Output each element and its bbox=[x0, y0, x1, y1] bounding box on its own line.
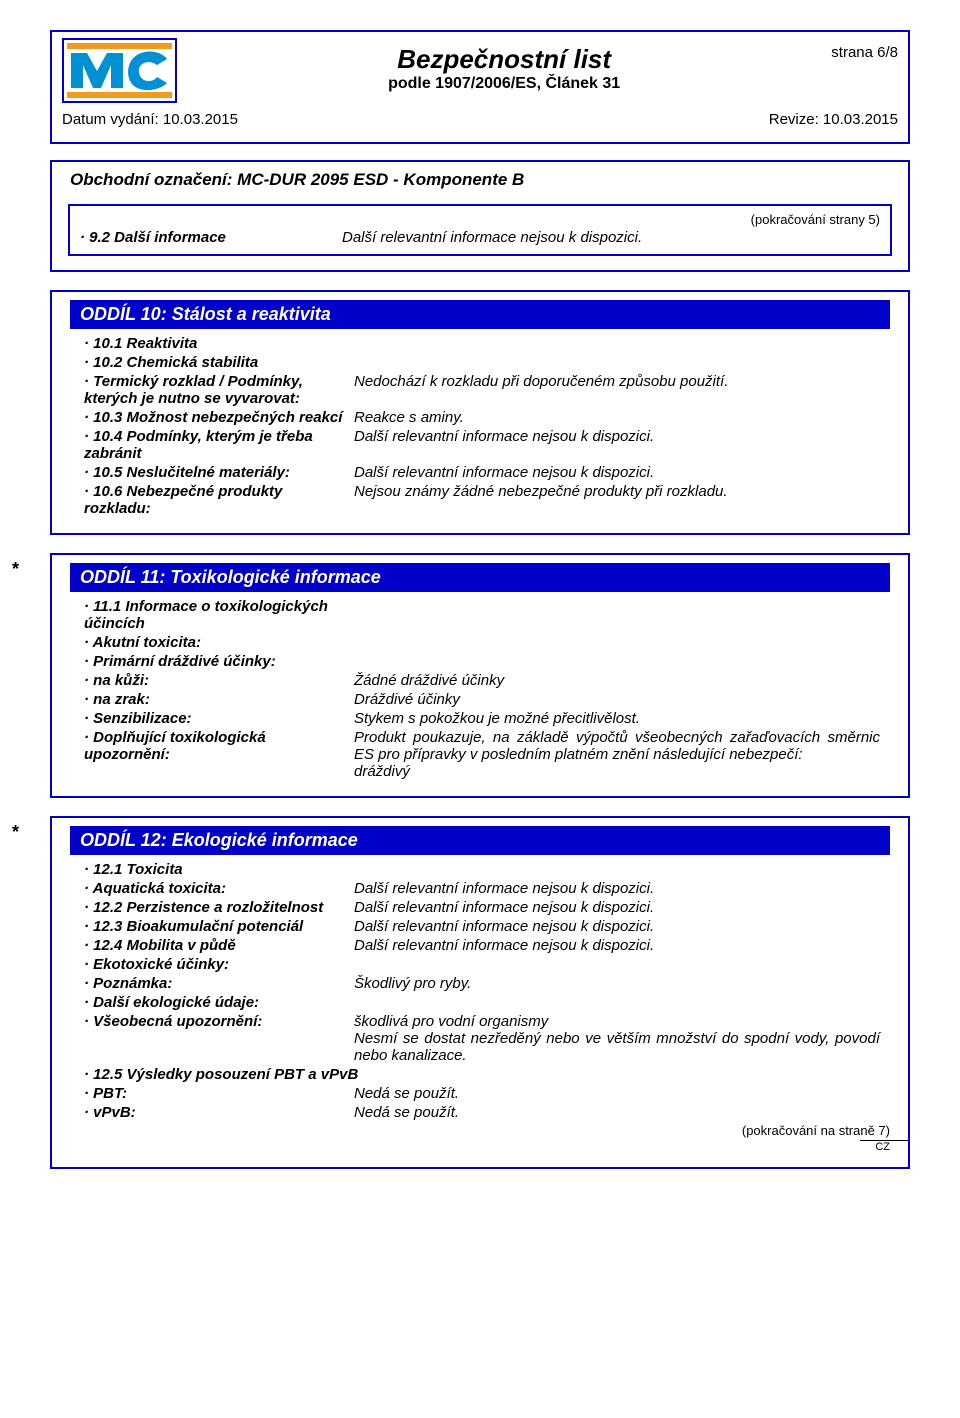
sec11-header: ODDÍL 11: Toxikologické informace bbox=[70, 563, 890, 592]
s12-v10: Nedá se použít. bbox=[354, 1085, 880, 1102]
title-column: Bezpečnostní list podle 1907/2006/ES, Čl… bbox=[177, 38, 831, 93]
sec10-header: ODDÍL 10: Stálost a reaktivita bbox=[70, 300, 890, 329]
sec10-box: ODDÍL 10: Stálost a reaktivita · 10.1 Re… bbox=[50, 290, 910, 535]
sec12-box: ODDÍL 12: Ekologické informace · 12.1 To… bbox=[50, 816, 910, 1169]
issue-date: Datum vydání: 10.03.2015 bbox=[62, 111, 238, 128]
s11-v2 bbox=[354, 653, 880, 670]
s11-k2: · Primární dráždivé účinky: bbox=[84, 653, 354, 670]
s10-k6: · 10.6 Nebezpečné produkty rozkladu: bbox=[84, 483, 354, 517]
revision-date: Revize: 10.03.2015 bbox=[769, 111, 898, 128]
cz-marker: CZ bbox=[860, 1140, 908, 1153]
s11-k3: · na kůži: bbox=[84, 672, 354, 689]
s12-k10: · PBT: bbox=[84, 1085, 354, 1102]
s11-k1: · Akutní toxicita: bbox=[84, 634, 354, 651]
dates-row: Datum vydání: 10.03.2015 Revize: 10.03.2… bbox=[62, 111, 898, 128]
s10-k0: · 10.1 Reaktivita bbox=[84, 335, 354, 352]
s11-v0 bbox=[354, 598, 880, 632]
mc-logo bbox=[67, 43, 172, 98]
s11-v6: Produkt poukazuje, na základě výpočtů vš… bbox=[354, 729, 880, 780]
s11-v3: Žádné dráždivé účinky bbox=[354, 672, 880, 689]
s10-k1: · 10.2 Chemická stabilita bbox=[84, 354, 354, 371]
s10-v0 bbox=[354, 335, 880, 352]
s10-v6: Nejsou známy žádné nebezpečné produkty p… bbox=[354, 483, 880, 517]
header-block: Bezpečnostní list podle 1907/2006/ES, Čl… bbox=[50, 30, 910, 144]
logo-frame bbox=[62, 38, 177, 103]
s12-k2: · 12.2 Perzistence a rozložitelnost bbox=[84, 899, 354, 916]
s10-k5: · 10.5 Neslučitelné materiály: bbox=[84, 464, 354, 481]
doc-subtitle: podle 1907/2006/ES, Článek 31 bbox=[177, 75, 831, 93]
sec12-header: ODDÍL 12: Ekologické informace bbox=[70, 826, 890, 855]
s10-v2: Nedochází k rozkladu při doporučeném způ… bbox=[354, 373, 880, 407]
header-top: Bezpečnostní list podle 1907/2006/ES, Čl… bbox=[62, 38, 898, 103]
s12-v11: Nedá se použít. bbox=[354, 1104, 880, 1121]
sec9-box: Obchodní označení: MC-DUR 2095 ESD - Kom… bbox=[50, 160, 910, 272]
s12-k1: · Aquatická toxicita: bbox=[84, 880, 354, 897]
doc-title: Bezpečnostní list bbox=[177, 44, 831, 75]
s12-k6: · Poznámka: bbox=[84, 975, 354, 992]
s11-v5: Stykem s pokožkou je možné přecitlivělos… bbox=[354, 710, 880, 727]
s12-k0: · 12.1 Toxicita bbox=[84, 861, 354, 878]
s11-v4: Dráždivé účinky bbox=[354, 691, 880, 708]
continued-from: (pokračování strany 5) bbox=[80, 212, 880, 227]
s12-v8: škodlivá pro vodní organismy Nesmí se do… bbox=[354, 1013, 880, 1064]
mc-logo-svg bbox=[67, 43, 172, 98]
s12-k4: · 12.4 Mobilita v půdě bbox=[84, 937, 354, 954]
s12-v2: Další relevantní informace nejsou k disp… bbox=[354, 899, 880, 916]
page: Bezpečnostní list podle 1907/2006/ES, Čl… bbox=[0, 0, 960, 1227]
s12-k9: · 12.5 Výsledky posouzení PBT a vPvB bbox=[84, 1066, 366, 1083]
s12-k7: · Další ekologické údaje: bbox=[84, 994, 354, 1011]
s10-v5: Další relevantní informace nejsou k disp… bbox=[354, 464, 880, 481]
s10-v3: Reakce s aminy. bbox=[354, 409, 880, 426]
s11-k0: · 11.1 Informace o toxikologických účinc… bbox=[84, 598, 354, 632]
value-9-2: Další relevantní informace nejsou k disp… bbox=[342, 229, 642, 246]
page-number: strana 6/8 bbox=[831, 38, 898, 61]
label-9-2: · 9.2 Další informace bbox=[80, 229, 342, 246]
sec11-content: · 11.1 Informace o toxikologických účinc… bbox=[70, 598, 890, 780]
s12-k11: · vPvB: bbox=[84, 1104, 354, 1121]
s10-k4: · 10.4 Podmínky, kterým je třeba zabráni… bbox=[84, 428, 354, 462]
s12-v6: Škodlivý pro ryby. bbox=[354, 975, 880, 992]
s12-k3: · 12.3 Bioakumulační potenciál bbox=[84, 918, 354, 935]
s12-v5 bbox=[354, 956, 880, 973]
s12-v7 bbox=[354, 994, 880, 1011]
sec11-box: ODDÍL 11: Toxikologické informace · 11.1… bbox=[50, 553, 910, 798]
s10-v1 bbox=[354, 354, 880, 371]
continued-to: (pokračování na straně 7) bbox=[52, 1123, 908, 1138]
row-9-2: · 9.2 Další informace Další relevantní i… bbox=[80, 229, 880, 246]
s10-v4: Další relevantní informace nejsou k disp… bbox=[354, 428, 880, 462]
sec9-inner: (pokračování strany 5) · 9.2 Další infor… bbox=[68, 204, 892, 256]
s10-k2: · Termický rozklad / Podmínky, kterých j… bbox=[84, 373, 354, 407]
sec12-content: · 12.1 Toxicita · Aquatická toxicita:Dal… bbox=[70, 861, 890, 1121]
s12-v9 bbox=[366, 1066, 880, 1083]
s12-v1: Další relevantní informace nejsou k disp… bbox=[354, 880, 880, 897]
s11-k6: · Doplňující toxikologická upozornění: bbox=[84, 729, 354, 780]
s11-v1 bbox=[354, 634, 880, 651]
s12-k8: · Všeobecná upozornění: bbox=[84, 1013, 354, 1064]
s12-v4: Další relevantní informace nejsou k disp… bbox=[354, 937, 880, 954]
s11-k4: · na zrak: bbox=[84, 691, 354, 708]
trade-name: Obchodní označení: MC-DUR 2095 ESD - Kom… bbox=[70, 170, 890, 190]
s12-v0 bbox=[354, 861, 880, 878]
s10-k3: · 10.3 Možnost nebezpečných reakcí bbox=[84, 409, 354, 426]
sec10-content: · 10.1 Reaktivita · 10.2 Chemická stabil… bbox=[70, 335, 890, 517]
s12-v3: Další relevantní informace nejsou k disp… bbox=[354, 918, 880, 935]
s12-k5: · Ekotoxické účinky: bbox=[84, 956, 354, 973]
s11-k5: · Senzibilizace: bbox=[84, 710, 354, 727]
